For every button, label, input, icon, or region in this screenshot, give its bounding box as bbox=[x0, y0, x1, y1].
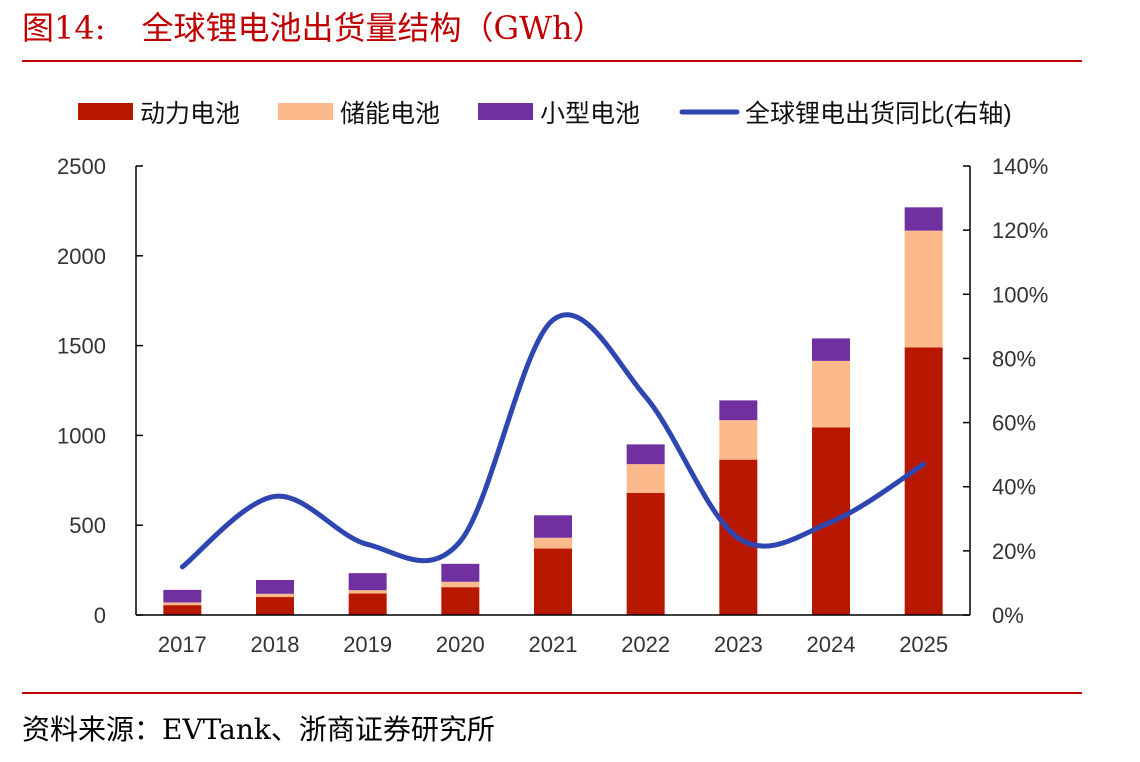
bar-1-2024 bbox=[812, 360, 850, 428]
bar-2-2017 bbox=[163, 589, 202, 603]
figure-title: 图14: 全球锂电池出货量结构（GWh） bbox=[22, 4, 605, 52]
y-right-tick-label: 40% bbox=[992, 475, 1036, 500]
x-tick-label: 2019 bbox=[343, 632, 392, 657]
bars bbox=[163, 207, 943, 615]
legend-label: 全球锂电出货同比(右轴) bbox=[745, 100, 1012, 128]
bar-0-2022 bbox=[626, 492, 665, 615]
bar-0-2019 bbox=[348, 593, 387, 615]
x-tick-label: 2022 bbox=[621, 632, 670, 657]
bar-2-2024 bbox=[812, 338, 850, 361]
bar-2-2023 bbox=[719, 400, 758, 421]
source-rule bbox=[22, 692, 1082, 694]
bar-1-2025 bbox=[904, 230, 943, 348]
legend-label: 小型电池 bbox=[540, 100, 640, 128]
yoy-line bbox=[179, 312, 927, 570]
y-right-tick-label: 20% bbox=[992, 539, 1036, 564]
bar-1-2022 bbox=[626, 464, 665, 493]
figure-number: 图14: bbox=[22, 9, 106, 47]
bar-0-2021 bbox=[534, 548, 572, 615]
y-right-tick-label: 140% bbox=[992, 154, 1048, 179]
bar-1-2023 bbox=[719, 420, 758, 460]
y-left-tick-label: 1500 bbox=[57, 334, 106, 359]
legend-swatch-2 bbox=[478, 103, 533, 120]
y-right-tick-label: 100% bbox=[992, 282, 1048, 307]
y-left-tick-label: 500 bbox=[69, 513, 106, 538]
bar-2-2022 bbox=[626, 444, 665, 465]
y-left-tick-label: 1000 bbox=[57, 423, 106, 448]
bar-2-2021 bbox=[534, 515, 572, 538]
y-left-tick-label: 2000 bbox=[57, 244, 106, 269]
legend-label: 动力电池 bbox=[140, 100, 240, 128]
y-left-tick-label: 0 bbox=[94, 603, 106, 628]
bar-1-2017 bbox=[163, 602, 202, 606]
bar-2-2019 bbox=[348, 573, 387, 591]
x-tick-label: 2020 bbox=[436, 632, 485, 657]
bar-2-2020 bbox=[441, 563, 480, 582]
x-tick-label: 2025 bbox=[899, 632, 948, 657]
bar-2-2018 bbox=[256, 579, 294, 594]
bar-1-2021 bbox=[534, 537, 572, 549]
x-tick-label: 2017 bbox=[158, 632, 207, 657]
bar-1-2018 bbox=[256, 593, 294, 598]
bar-1-2019 bbox=[348, 590, 387, 594]
yoy-line-path bbox=[179, 312, 927, 570]
bar-0-2020 bbox=[441, 587, 480, 615]
legend-label: 储能电池 bbox=[340, 100, 440, 128]
figure-title-text: 全球锂电池出货量结构（GWh） bbox=[141, 9, 605, 47]
x-tick-label: 2018 bbox=[251, 632, 300, 657]
bar-0-2025 bbox=[904, 347, 943, 615]
legend-swatch-0 bbox=[78, 103, 133, 120]
y-left-tick-label: 2500 bbox=[57, 154, 106, 179]
y-right-tick-label: 80% bbox=[992, 346, 1036, 371]
bar-0-2017 bbox=[163, 605, 202, 615]
axes: 0 500 1000 1500 2000 2500 0% 20% 40% 60% 80% 100% 12… bbox=[57, 154, 1048, 657]
y-right-tick-label: 120% bbox=[992, 218, 1048, 243]
y-right-tick-label: 0% bbox=[992, 603, 1024, 628]
bar-0-2018 bbox=[256, 597, 294, 615]
legend: 动力电池 储能电池 小型电池 全球锂电出货同比(右轴) bbox=[78, 100, 1012, 128]
x-tick-label: 2021 bbox=[529, 632, 578, 657]
bar-1-2020 bbox=[441, 581, 480, 588]
bar-2-2025 bbox=[904, 207, 943, 231]
legend-swatch-1 bbox=[278, 103, 333, 120]
y-right-tick-label: 60% bbox=[992, 411, 1036, 436]
source-note: 资料来源：EVTank、浙商证券研究所 bbox=[22, 713, 495, 746]
x-tick-label: 2023 bbox=[714, 632, 763, 657]
x-tick-label: 2024 bbox=[807, 632, 856, 657]
title-rule bbox=[22, 60, 1082, 62]
